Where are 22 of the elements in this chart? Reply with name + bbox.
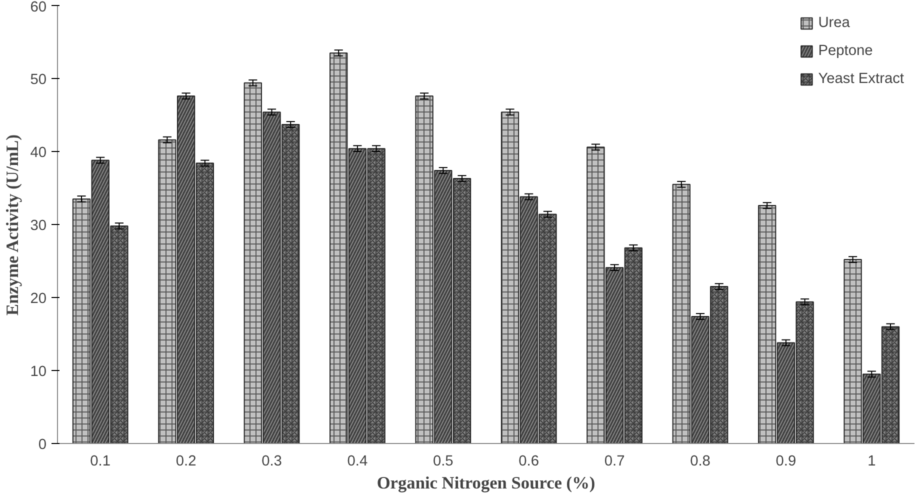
- y-tick-label: 30: [30, 218, 47, 234]
- y-tick-label: 10: [30, 364, 47, 380]
- x-tick-label: 1: [868, 454, 876, 470]
- y-tick-label: 60: [30, 0, 47, 16]
- legend-label: Urea: [818, 15, 850, 31]
- y-tick-label: 40: [30, 145, 47, 161]
- legend-label: Yeast Extract: [818, 71, 904, 87]
- legend-label: Peptone: [818, 43, 873, 59]
- x-tick-label: 0.7: [604, 454, 625, 470]
- x-axis-title: Organic Nitrogen Source (%): [376, 474, 596, 492]
- y-tick-label: 0: [38, 437, 47, 453]
- x-tick-label: 0.6: [518, 454, 540, 470]
- x-tick-label: 0.8: [690, 454, 710, 470]
- x-tick-label: 0.3: [262, 454, 282, 470]
- x-tick-label: 0.1: [90, 454, 111, 470]
- x-tick-label: 0.4: [347, 454, 368, 470]
- x-tick-label: 0.5: [432, 454, 454, 470]
- x-tick-label: 0.9: [776, 454, 796, 470]
- y-tick-label: 20: [30, 291, 47, 307]
- y-tick-label: 50: [30, 72, 47, 88]
- y-axis-title: Enzyme Activity (U/mL): [3, 134, 22, 316]
- x-tick-label: 0.2: [176, 454, 196, 470]
